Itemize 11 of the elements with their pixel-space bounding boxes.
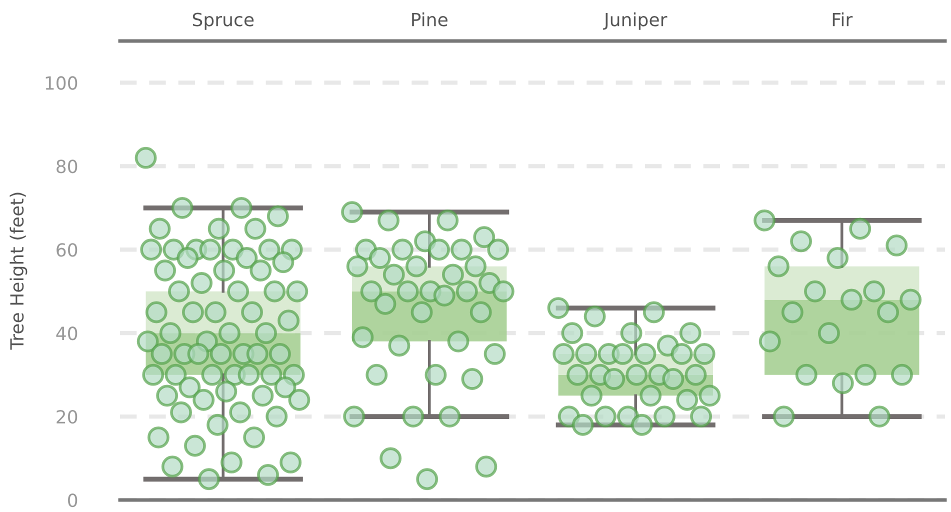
- y-tick-label: 100: [46, 76, 78, 90]
- x-tick-label: Juniper: [603, 12, 668, 30]
- y-tick-label: 0: [68, 493, 78, 508]
- y-tick-label: 80: [56, 160, 78, 174]
- x-tick-label: Pine: [412, 12, 448, 26]
- y-axis-title: Tree Height (feet): [10, 192, 28, 350]
- y-tick-label: 20: [56, 410, 78, 424]
- y-tick-label: 40: [56, 326, 78, 340]
- x-tick-label: Spruce: [192, 12, 254, 30]
- x-tick-label: Fir: [832, 12, 853, 26]
- y-tick-label: 60: [56, 243, 78, 257]
